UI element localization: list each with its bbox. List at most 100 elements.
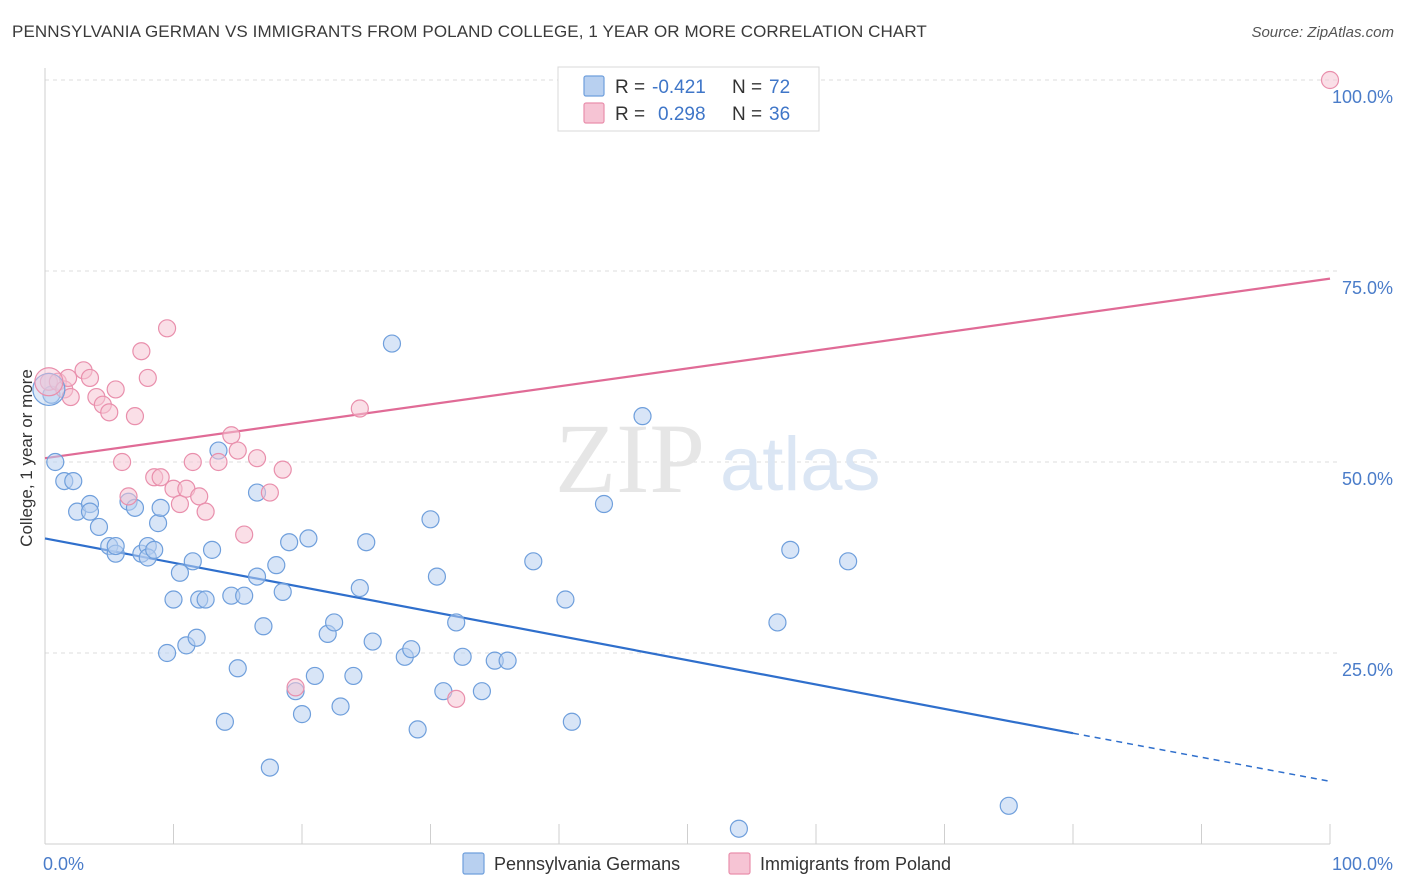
data-point (80, 368, 100, 388)
data-point (80, 502, 100, 521)
data-point (196, 502, 215, 521)
data-point (524, 552, 543, 571)
legend-n-label-pink: N = (732, 104, 762, 125)
data-point (215, 712, 234, 731)
data-point (273, 460, 292, 479)
data-point (273, 582, 292, 601)
x-tick-label: 0.0% (43, 854, 84, 874)
legend-label-pennsylvania-germans: Pennsylvania Germans (494, 854, 680, 874)
data-point (447, 689, 466, 708)
data-point (729, 819, 749, 838)
data-point (254, 617, 273, 636)
data-point (781, 540, 800, 559)
legend-label-immigrants-from-poland: Immigrants from Poland (760, 854, 951, 874)
data-point (202, 540, 222, 559)
axes (44, 68, 1331, 845)
data-point (170, 563, 190, 582)
data-point (562, 712, 581, 731)
watermark-atlas: atlas (720, 422, 881, 507)
correlation-legend: R = -0.421 N = 72 R = 0.298 N = 36 (557, 66, 820, 132)
data-point (344, 666, 363, 686)
data-point (187, 628, 206, 647)
data-point (633, 407, 652, 426)
data-point (350, 578, 369, 598)
data-point (325, 613, 344, 632)
grid-lines (45, 79, 1338, 654)
data-point (209, 452, 228, 472)
data-point (999, 796, 1018, 815)
data-point (498, 651, 517, 670)
data-point (421, 510, 440, 529)
data-point (363, 632, 382, 651)
data-point (164, 590, 183, 609)
data-point (408, 720, 427, 739)
legend-r-label-pink: R = (615, 104, 645, 125)
data-point (157, 319, 177, 338)
trend-line-pennsylvania-germans-extension (1072, 732, 1331, 783)
legend-r-value-pink: 0.298 (658, 104, 706, 125)
y-tick-label: 75.0% (1342, 278, 1393, 298)
data-point (427, 567, 447, 586)
data-point (222, 426, 241, 445)
legend-r-value-blue: -0.421 (652, 77, 706, 98)
legend-swatch-pennsylvania-germans (462, 852, 485, 875)
trend-lines (44, 277, 1331, 783)
data-point (305, 666, 324, 686)
data-point (151, 468, 170, 487)
legend-swatch-immigrants-from-poland (728, 852, 751, 875)
data-point (1320, 70, 1340, 90)
data-point (331, 697, 350, 716)
data-point (247, 449, 267, 468)
y-axis-title: College, 1 year or more (17, 369, 36, 547)
data-point (357, 533, 376, 552)
data-point (151, 498, 170, 517)
watermark: ZIP atlas (555, 403, 881, 514)
data-point (453, 647, 472, 666)
data-point (145, 540, 164, 559)
data-point (286, 678, 305, 697)
data-point (260, 483, 279, 502)
data-point (247, 567, 267, 586)
data-point (157, 643, 177, 663)
chart-title: PENNSYLVANIA GERMAN VS IMMIGRANTS FROM P… (12, 22, 927, 41)
data-point (46, 452, 65, 472)
data-point (125, 407, 145, 426)
data-point (106, 380, 125, 399)
data-point (267, 556, 286, 575)
data-point (402, 640, 421, 659)
data-point (839, 552, 858, 571)
data-point (235, 586, 254, 605)
legend-r-label-blue: R = (615, 77, 645, 98)
data-point (556, 590, 575, 609)
data-point (89, 517, 109, 537)
data-point (280, 533, 299, 552)
data-point (170, 494, 190, 514)
data-point (196, 590, 215, 609)
data-point (228, 659, 247, 678)
data-point (292, 705, 312, 724)
data-point (235, 525, 254, 544)
data-point (260, 758, 279, 777)
data-point (183, 452, 202, 472)
data-point (119, 487, 138, 506)
series-legend: Pennsylvania Germans Immigrants from Pol… (462, 852, 951, 875)
data-point (112, 452, 132, 472)
data-point (350, 399, 369, 418)
data-point (382, 334, 402, 353)
data-point-cluster (32, 372, 66, 407)
data-point (64, 472, 83, 491)
trend-line-immigrants-from-poland (44, 277, 1331, 460)
y-tick-label: 25.0% (1342, 660, 1393, 680)
legend-swatch-pink (583, 102, 605, 124)
data-point (106, 536, 125, 556)
data-point (594, 494, 614, 514)
legend-n-value-blue: 72 (769, 77, 790, 98)
data-point (138, 368, 157, 388)
data-point-cluster (34, 367, 64, 397)
tick-labels: 25.0% 50.0% 75.0% 100.0% 0.0% 100.0% (43, 87, 1393, 874)
data-point (148, 514, 168, 533)
x-tick-label: 100.0% (1332, 854, 1393, 874)
chart-source: Source: ZipAtlas.com (1251, 24, 1394, 41)
data-point (472, 682, 491, 701)
